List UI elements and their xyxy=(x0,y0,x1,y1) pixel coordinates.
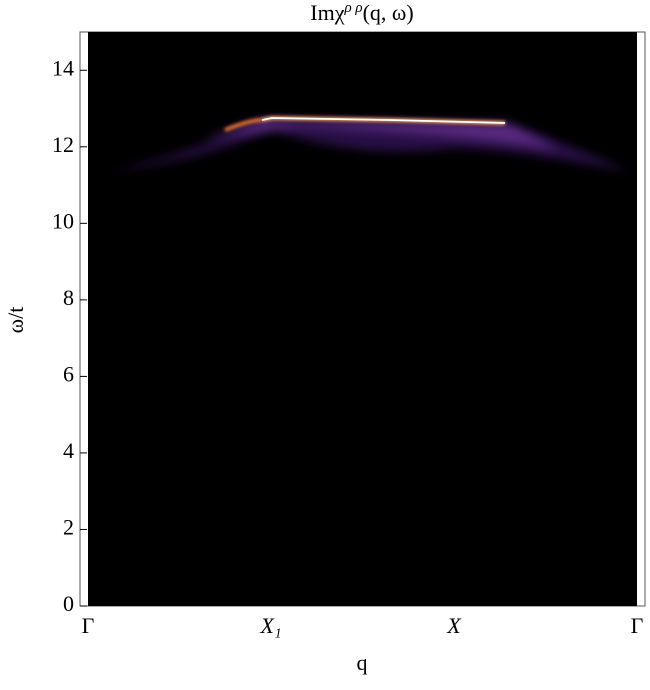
x-tick-label: X₁ xyxy=(259,613,281,638)
y-tick-label: 0 xyxy=(63,591,74,616)
title-base: Imχ xyxy=(310,0,344,25)
spectral-feature xyxy=(110,115,630,172)
y-tick-label: 8 xyxy=(63,285,74,310)
x-tick-label: X xyxy=(446,613,462,638)
y-tick-label: 4 xyxy=(63,438,74,463)
y-tick-label: 10 xyxy=(52,208,74,233)
x-tick-label: Γ xyxy=(631,613,644,638)
y-tick-label: 6 xyxy=(63,361,74,386)
y-tick-label: 2 xyxy=(63,515,74,540)
y-axis-label: ω/t xyxy=(3,307,28,334)
y-tick-label: 14 xyxy=(52,55,74,80)
x-tick-label: Γ xyxy=(82,613,95,638)
title-rest: (q, ω) xyxy=(363,0,414,25)
x-axis-label: q xyxy=(357,650,368,675)
title-superscript: ρ ρ xyxy=(343,0,362,16)
chart-title: Imχρ ρ(q, ω) xyxy=(310,0,414,25)
y-tick-label: 12 xyxy=(52,132,74,157)
